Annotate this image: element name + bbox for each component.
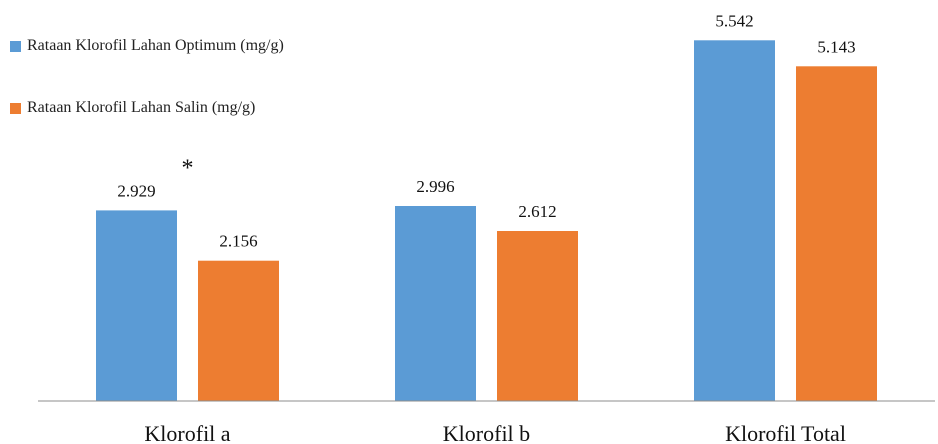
bars-group — [96, 40, 877, 402]
legend-item-optimum: Rataan Klorofil Lahan Optimum (mg/g) — [10, 36, 284, 56]
legend-label-optimum: Rataan Klorofil Lahan Optimum (mg/g) — [27, 37, 284, 54]
bar-klorofil-total-series-2 — [796, 66, 877, 402]
data-label-klorofil-b-series-1: 2.996 — [416, 177, 454, 196]
bar-klorofil-b-series-1 — [395, 206, 476, 401]
bar-klorofil-total-series-1 — [694, 40, 775, 402]
legend-swatch-salin — [10, 102, 21, 114]
x-tick-labels-group: Klorofil a Klorofil b Klorofil Total — [144, 421, 846, 444]
significance-asterisk-annotation: * — [182, 155, 194, 181]
bar-klorofil-b-series-2 — [497, 231, 578, 401]
x-tick-label-klorofil-b: Klorofil b — [443, 421, 530, 444]
data-label-klorofil-b-series-2: 2.612 — [518, 202, 556, 221]
data-labels-group: 2.929 2.156 2.996 2.612 5.542 5.143 — [117, 11, 855, 250]
legend-label-salin: Rataan Klorofil Lahan Salin (mg/g) — [27, 99, 256, 116]
legend-item-salin: Rataan Klorofil Lahan Salin (mg/g) — [10, 98, 284, 118]
annotations-group: * — [182, 155, 194, 181]
data-label-klorofil-total-series-1: 5.542 — [715, 11, 753, 30]
bar-klorofil-a-series-2 — [198, 260, 279, 401]
x-tick-label-klorofil-total: Klorofil Total — [725, 421, 846, 444]
data-label-klorofil-a-series-2: 2.156 — [219, 232, 257, 251]
bar-klorofil-a-series-1 — [96, 210, 177, 401]
legend: Rataan Klorofil Lahan Optimum (mg/g) Rat… — [10, 36, 284, 160]
legend-swatch-optimum — [10, 40, 21, 52]
data-label-klorofil-total-series-2: 5.143 — [817, 37, 855, 56]
x-tick-label-klorofil-a: Klorofil a — [144, 421, 230, 444]
data-label-klorofil-a-series-1: 2.929 — [117, 181, 155, 200]
